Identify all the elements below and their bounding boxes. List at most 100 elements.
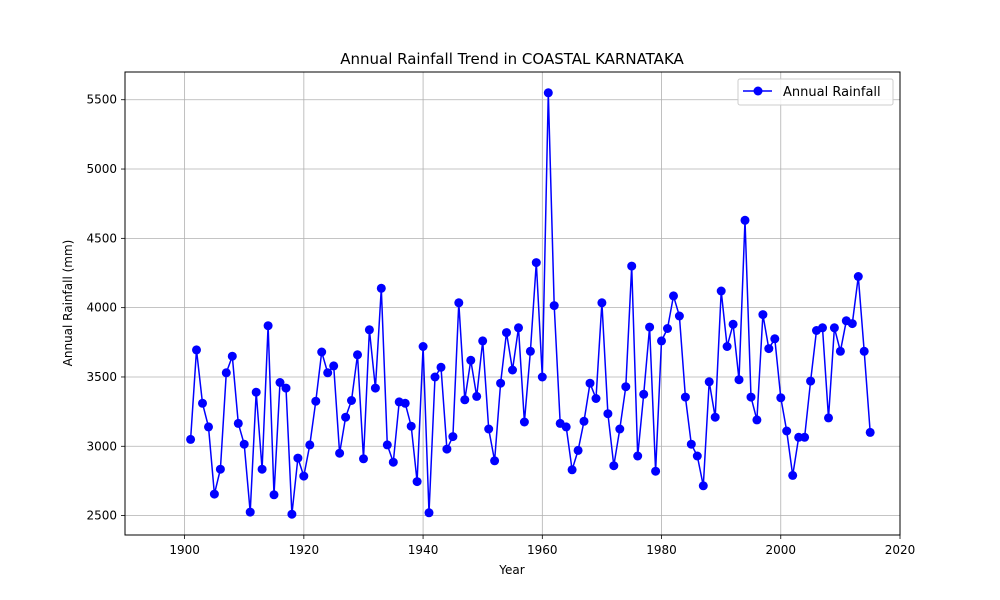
data-point bbox=[389, 458, 398, 467]
data-point bbox=[216, 465, 225, 474]
data-point bbox=[544, 88, 553, 97]
data-point bbox=[287, 510, 296, 519]
x-tick-label: 1960 bbox=[527, 543, 558, 557]
data-point bbox=[681, 393, 690, 402]
data-point bbox=[741, 216, 750, 225]
data-point bbox=[246, 508, 255, 517]
data-point bbox=[234, 419, 243, 428]
data-point bbox=[299, 472, 308, 481]
data-point bbox=[514, 323, 523, 332]
data-point bbox=[210, 490, 219, 499]
data-point bbox=[711, 413, 720, 422]
data-point bbox=[335, 449, 344, 458]
data-point bbox=[329, 361, 338, 370]
data-point bbox=[264, 321, 273, 330]
data-point bbox=[538, 373, 547, 382]
data-point bbox=[448, 432, 457, 441]
data-point bbox=[508, 366, 517, 375]
data-point bbox=[305, 440, 314, 449]
data-point bbox=[323, 368, 332, 377]
data-point bbox=[717, 287, 726, 296]
data-point bbox=[568, 465, 577, 474]
data-point bbox=[705, 377, 714, 386]
data-point bbox=[586, 379, 595, 388]
data-point bbox=[353, 350, 362, 359]
data-point bbox=[186, 435, 195, 444]
data-point bbox=[752, 415, 761, 424]
data-point bbox=[341, 413, 350, 422]
data-point bbox=[311, 397, 320, 406]
x-tick-label: 2020 bbox=[885, 543, 916, 557]
data-point bbox=[758, 310, 767, 319]
data-point bbox=[437, 363, 446, 372]
data-point bbox=[442, 445, 451, 454]
y-tick-label: 2500 bbox=[86, 509, 117, 523]
data-point bbox=[854, 272, 863, 281]
data-point bbox=[729, 320, 738, 329]
data-point bbox=[365, 325, 374, 334]
x-tick-label: 1980 bbox=[646, 543, 677, 557]
y-tick-label: 3500 bbox=[86, 370, 117, 384]
data-point bbox=[860, 347, 869, 356]
data-point bbox=[800, 433, 809, 442]
data-point bbox=[425, 508, 434, 517]
data-point bbox=[824, 413, 833, 422]
data-point bbox=[472, 392, 481, 401]
data-point bbox=[782, 427, 791, 436]
data-point bbox=[371, 384, 380, 393]
data-point bbox=[454, 298, 463, 307]
data-point bbox=[663, 324, 672, 333]
data-point bbox=[478, 336, 487, 345]
data-point bbox=[466, 356, 475, 365]
data-point bbox=[490, 456, 499, 465]
data-point bbox=[192, 345, 201, 354]
data-point bbox=[222, 368, 231, 377]
data-point bbox=[293, 454, 302, 463]
data-point bbox=[407, 422, 416, 431]
y-tick-label: 5000 bbox=[86, 162, 117, 176]
x-tick-label: 1940 bbox=[408, 543, 439, 557]
data-point bbox=[633, 452, 642, 461]
data-point bbox=[550, 301, 559, 310]
data-point bbox=[747, 393, 756, 402]
data-point bbox=[723, 342, 732, 351]
data-point bbox=[651, 467, 660, 476]
data-point bbox=[496, 379, 505, 388]
data-point bbox=[639, 390, 648, 399]
data-point bbox=[621, 382, 630, 391]
data-point bbox=[735, 375, 744, 384]
data-point bbox=[645, 323, 654, 332]
x-tick-label: 1900 bbox=[169, 543, 200, 557]
y-tick-label: 4500 bbox=[86, 231, 117, 245]
data-point bbox=[592, 394, 601, 403]
data-point bbox=[806, 377, 815, 386]
data-point bbox=[347, 396, 356, 405]
x-tick-label: 1920 bbox=[289, 543, 320, 557]
data-point bbox=[836, 347, 845, 356]
data-point bbox=[413, 477, 422, 486]
data-point bbox=[282, 384, 291, 393]
data-point bbox=[383, 440, 392, 449]
data-point bbox=[359, 454, 368, 463]
data-point bbox=[431, 373, 440, 382]
data-point bbox=[526, 347, 535, 356]
data-point bbox=[848, 319, 857, 328]
data-point bbox=[317, 348, 326, 357]
data-point bbox=[228, 352, 237, 361]
legend-label: Annual Rainfall bbox=[783, 85, 881, 100]
data-point bbox=[198, 399, 207, 408]
data-point bbox=[240, 440, 249, 449]
data-point bbox=[675, 312, 684, 321]
data-point bbox=[401, 399, 410, 408]
data-point bbox=[597, 298, 606, 307]
x-tick-label: 2000 bbox=[765, 543, 796, 557]
data-point bbox=[562, 422, 571, 431]
data-point bbox=[419, 342, 428, 351]
data-point bbox=[627, 262, 636, 271]
data-point bbox=[520, 418, 529, 427]
legend-marker-sample bbox=[754, 87, 763, 96]
data-point bbox=[866, 428, 875, 437]
data-point bbox=[460, 395, 469, 404]
data-point bbox=[377, 284, 386, 293]
